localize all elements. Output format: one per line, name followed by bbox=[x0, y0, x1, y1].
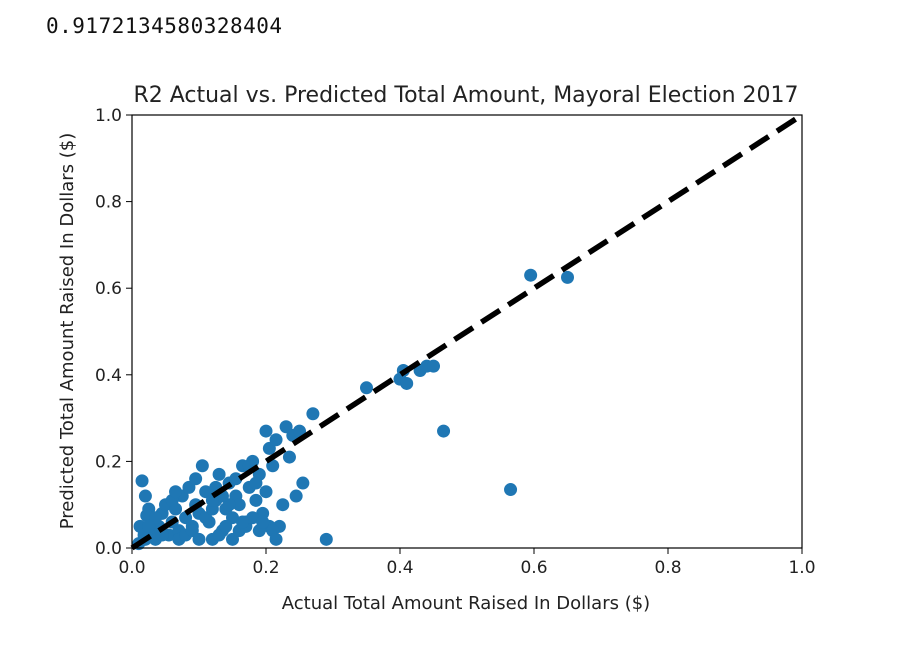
data-point bbox=[189, 472, 203, 486]
x-tick-label: 0.2 bbox=[252, 558, 279, 578]
data-point bbox=[360, 381, 373, 395]
x-tick-label: 1.0 bbox=[788, 558, 815, 578]
data-point bbox=[276, 498, 290, 512]
y-tick-label: 0.2 bbox=[95, 452, 122, 472]
data-point bbox=[219, 519, 233, 533]
plot-area: 0.0 0.2 0.4 0.6 0.8 1.0 0.0 0.2 0.4 0.6 0.8 1.0 bbox=[95, 106, 816, 578]
data-point bbox=[306, 407, 320, 421]
data-point bbox=[269, 433, 283, 447]
data-point bbox=[236, 515, 250, 529]
data-point bbox=[232, 498, 246, 512]
y-axis-title: Predicted Total Amount Raised In Dollars… bbox=[57, 133, 78, 530]
x-tick-label: 0.0 bbox=[118, 558, 145, 578]
reference-line bbox=[130, 112, 804, 551]
data-point bbox=[246, 511, 260, 525]
data-point bbox=[296, 476, 310, 490]
y-tick-label: 0.0 bbox=[95, 539, 122, 559]
data-point bbox=[229, 472, 243, 486]
data-point bbox=[249, 476, 263, 490]
y-tick-label: 0.4 bbox=[95, 366, 122, 386]
data-point bbox=[504, 483, 518, 497]
x-tick-label: 0.6 bbox=[520, 558, 547, 578]
data-point bbox=[192, 532, 206, 546]
data-point bbox=[289, 489, 303, 503]
data-point bbox=[400, 376, 414, 390]
chart-title: R2 Actual vs. Predicted Total Amount, Ma… bbox=[133, 83, 798, 108]
data-point bbox=[427, 359, 440, 373]
x-axis-title: Actual Total Amount Raised In Dollars ($… bbox=[282, 593, 650, 614]
data-point bbox=[195, 459, 209, 473]
data-point bbox=[269, 532, 283, 546]
data-point bbox=[524, 268, 538, 282]
data-point bbox=[135, 474, 149, 488]
data-point bbox=[293, 424, 306, 438]
x-tick-label: 0.8 bbox=[654, 558, 681, 578]
data-point bbox=[249, 493, 263, 507]
data-point bbox=[266, 459, 280, 473]
data-point bbox=[319, 532, 333, 546]
data-point bbox=[561, 270, 574, 284]
data-point bbox=[282, 450, 296, 464]
data-point bbox=[256, 515, 270, 529]
data-point bbox=[155, 528, 169, 542]
data-point bbox=[437, 424, 451, 438]
y-tick-label: 1.0 bbox=[95, 106, 122, 126]
data-point bbox=[259, 485, 273, 499]
y-tick-label: 0.6 bbox=[95, 279, 122, 299]
data-point bbox=[142, 519, 156, 533]
data-point bbox=[138, 489, 152, 503]
data-point bbox=[259, 424, 273, 438]
y-tick-label: 0.8 bbox=[95, 193, 122, 213]
data-point bbox=[169, 485, 183, 499]
data-point bbox=[212, 467, 226, 481]
x-tick-label: 0.4 bbox=[386, 558, 413, 578]
r2-score-output: 0.9172134580328404 bbox=[46, 14, 283, 38]
plot-frame bbox=[131, 114, 803, 549]
